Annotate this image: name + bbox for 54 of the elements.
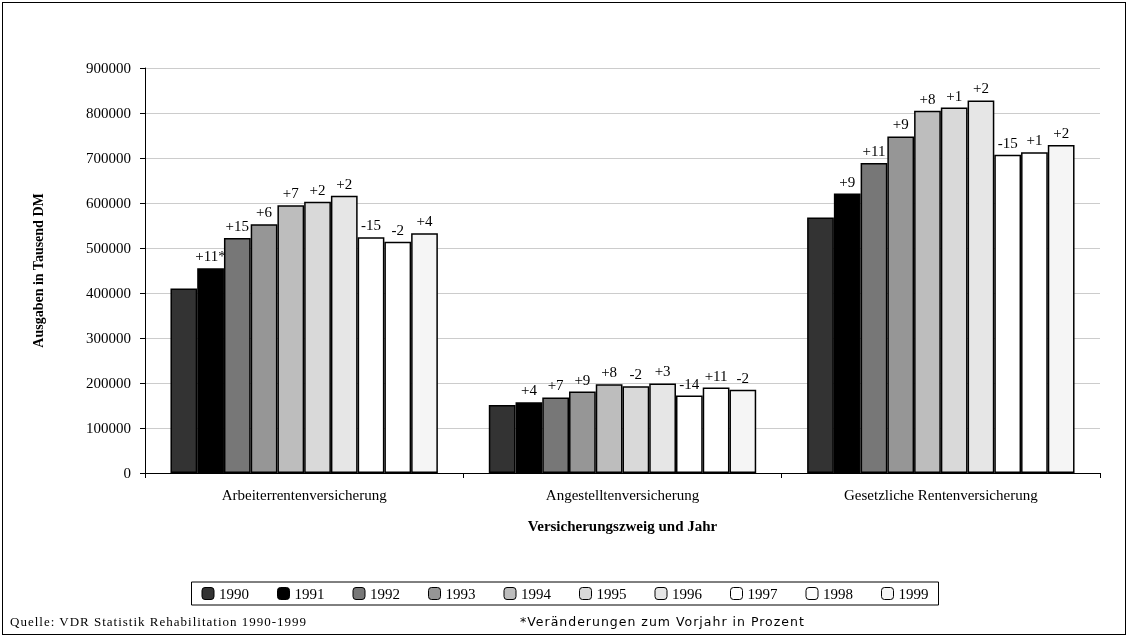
legend-label: 1994 xyxy=(521,585,552,602)
annotation: +9 xyxy=(839,173,856,190)
x-tick-label: Angestelltenversicherung xyxy=(545,486,700,503)
legend-label: 1996 xyxy=(672,585,703,602)
legend-label: 1993 xyxy=(445,585,476,602)
annotation: +7 xyxy=(547,377,564,394)
annotation: +4 xyxy=(416,213,433,230)
x-axis-title: Versicherungszweig und Jahr xyxy=(527,517,718,534)
legend-label: 1991 xyxy=(294,585,325,602)
legend-label: 1999 xyxy=(898,585,929,602)
y-tick-label: 600000 xyxy=(86,195,131,211)
annotation: +9 xyxy=(892,116,909,133)
legend-label: 1990 xyxy=(219,585,249,602)
x-tick-label: Gesetzliche Rentenversicherung xyxy=(844,486,1039,503)
source-note: Quelle: VDR Statistik Rehabilitation 1990-1999 xyxy=(10,614,308,630)
y-tick-label: 900000 xyxy=(86,60,131,76)
annotation: +3 xyxy=(654,363,671,380)
annotation: -14 xyxy=(679,375,700,392)
y-tick-label: 800000 xyxy=(86,105,131,121)
y-tick-label: 0 xyxy=(123,465,131,481)
annotation: -15 xyxy=(361,217,382,234)
y-tick-label: 400000 xyxy=(86,285,131,301)
annotation: +7 xyxy=(282,185,299,202)
x-tick-label: Arbeiterrentenversicherung xyxy=(221,486,388,503)
annotation: -15 xyxy=(997,134,1018,151)
annotation: +11 xyxy=(862,142,886,159)
annotation: -2 xyxy=(391,221,404,238)
y-axis-title: Ausgaben in Tausend DM xyxy=(30,193,46,348)
y-tick-label: 100000 xyxy=(86,420,131,436)
annotation: +1 xyxy=(1026,132,1043,149)
legend-label: 1995 xyxy=(596,585,627,602)
annotation: +8 xyxy=(601,364,618,381)
annotation: +1 xyxy=(946,87,963,104)
annotation: +11 xyxy=(704,367,728,384)
annotation: +9 xyxy=(574,371,591,388)
annotation: +2 xyxy=(336,175,353,192)
annotation: +4 xyxy=(520,382,537,399)
legend-label: 1997 xyxy=(747,585,778,602)
y-tick-label: 200000 xyxy=(86,375,131,391)
legend-label: 1992 xyxy=(370,585,400,602)
y-tick-label: 300000 xyxy=(86,330,131,346)
annotation: +2 xyxy=(1053,124,1070,141)
y-tick-label: 700000 xyxy=(86,150,131,166)
annotation: +11* xyxy=(195,248,226,265)
annotation: +15 xyxy=(225,218,250,235)
annotation: -2 xyxy=(736,369,750,386)
annotation: +8 xyxy=(919,90,936,107)
annotation: +6 xyxy=(256,204,273,221)
y-tick-label: 500000 xyxy=(86,240,131,256)
legend-label: 1998 xyxy=(823,585,853,602)
annotation: -2 xyxy=(629,366,643,383)
text: *Veränderungen zum Vorjahr in Prozent xyxy=(520,614,805,629)
annotation: +2 xyxy=(309,181,326,198)
annotation: +2 xyxy=(972,80,989,97)
